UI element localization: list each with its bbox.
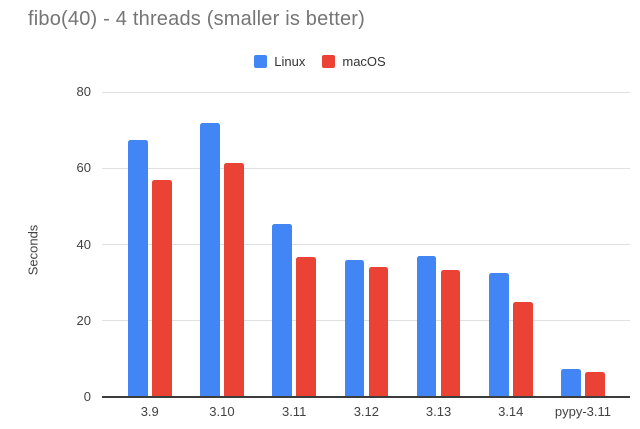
bar-macos-3.10	[224, 162, 244, 397]
bar-linux-3.10	[200, 122, 220, 397]
bar-macos-3.11	[296, 256, 316, 397]
legend-item-macos: macOS	[322, 54, 386, 69]
bar-linux-3.13	[416, 255, 437, 397]
x-tick-label-3.11: 3.11	[281, 404, 307, 419]
bar-group-3.13	[416, 255, 461, 397]
bar-macos-3.9	[152, 179, 172, 397]
bar-group-3.10	[200, 122, 244, 397]
legend-item-linux: Linux	[254, 54, 305, 69]
plot-area: 0 20 40 60 80 3.9 3.10 3.11 3.12 3.13 3.14 pypy-3.1…	[77, 84, 630, 419]
gridline-40	[102, 244, 630, 245]
bar-macos-3.12	[368, 267, 389, 397]
bar-linux-3.14	[489, 273, 509, 397]
gridline-80	[102, 91, 630, 93]
bar-group-3.9	[128, 139, 172, 397]
bar-macos-3.13	[440, 270, 461, 397]
x-tick-label-3.13: 3.13	[425, 404, 452, 419]
bar-linux-3.11	[272, 223, 292, 397]
bar-linux-pypy-3.11	[561, 368, 581, 397]
y-tick-label-20: 20	[76, 312, 91, 328]
x-axis-baseline	[102, 396, 630, 398]
legend: Linux macOS	[0, 54, 640, 69]
bar-group-3.14	[489, 273, 533, 397]
x-tick-label-3.14: 3.14	[498, 404, 524, 419]
bar-linux-3.12	[344, 259, 365, 397]
legend-label-macos: macOS	[342, 54, 386, 69]
x-tick-label-3.10: 3.10	[209, 404, 235, 419]
y-tick-label-0: 0	[83, 389, 91, 404]
y-tick-label-80: 80	[76, 84, 91, 99]
bar-macos-pypy-3.11	[585, 372, 605, 397]
bar-macos-3.14	[513, 302, 533, 397]
legend-label-linux: Linux	[274, 54, 306, 69]
legend-swatch-linux	[254, 55, 268, 68]
chart-title: fibo(40) - 4 threads (smaller is better)	[28, 8, 366, 30]
x-tick-label-3.12: 3.12	[353, 404, 379, 419]
y-tick-label-40: 40	[76, 236, 91, 252]
bar-group-3.12	[344, 259, 389, 397]
x-tick-label-3.9: 3.9	[140, 404, 159, 419]
legend-swatch-macos	[322, 55, 336, 68]
gridline-20	[102, 320, 630, 322]
x-tick-label-pypy-3.11: pypy-3.11	[554, 404, 611, 419]
y-tick-label-60: 60	[76, 160, 91, 176]
bar-group-3.11	[272, 223, 316, 397]
y-axis-title: Seconds	[25, 224, 41, 276]
bar-group-pypy-3.11	[561, 368, 605, 397]
bar-linux-3.9	[128, 139, 148, 397]
gridline-60	[102, 167, 630, 169]
